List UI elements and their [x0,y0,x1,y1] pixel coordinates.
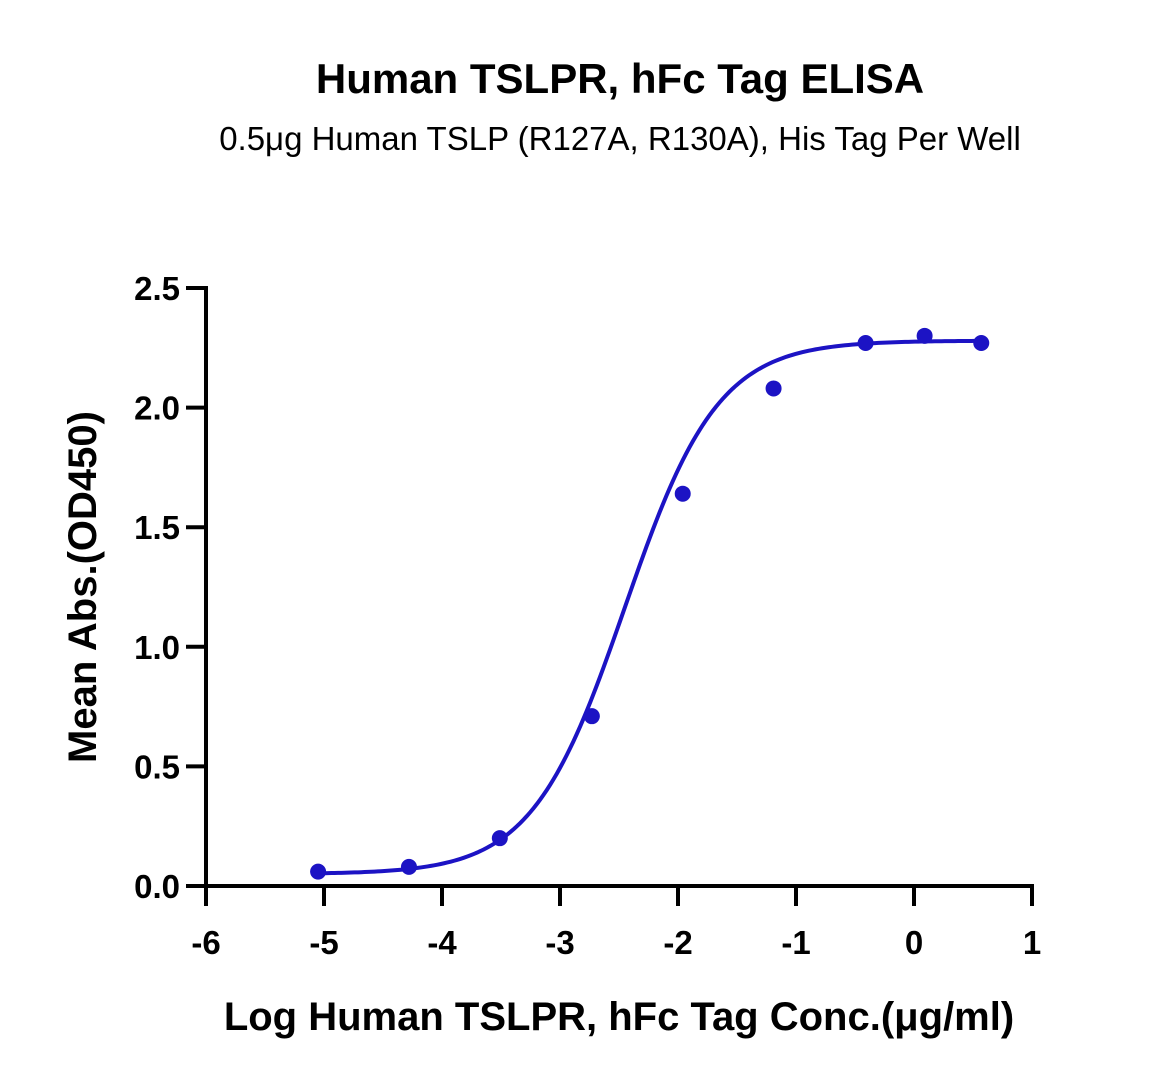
y-tick-label: 0.5 [134,748,180,785]
y-tick-label: 0.0 [134,868,180,905]
x-tick-label: -1 [781,924,810,961]
data-point [973,335,990,352]
y-axis-label: Mean Abs.(OD450) [61,411,105,763]
x-tick-label: -6 [191,924,220,961]
chart-subtitle: 0.5μg Human TSLP (R127A, R130A), His Tag… [219,120,1021,157]
data-point [857,335,874,352]
data-point [765,380,782,397]
fit-curve [318,338,982,876]
y-axis: 0.0 0.5 1.0 1.5 2.0 2.5 [134,270,208,905]
y-ticks: 0.0 0.5 1.0 1.5 2.0 2.5 [134,270,206,905]
x-axis: -6 -5 -4 -3 -2 -1 0 1 [191,884,1041,961]
y-tick-label: 1.5 [134,509,180,546]
x-tick-label: 1 [1023,924,1041,961]
data-point [583,708,600,725]
y-tick-label: 2.0 [134,390,180,427]
y-tick-label: 2.5 [134,270,180,307]
data-point [916,327,933,344]
chart-title: Human TSLPR, hFc Tag ELISA [316,55,924,102]
x-tick-label: -5 [309,924,338,961]
data-point [310,863,327,880]
data-points [310,327,990,880]
y-tick-label: 1.0 [134,629,180,666]
x-tick-label: 0 [905,924,923,961]
x-axis-label: Log Human TSLPR, hFc Tag Conc.(μg/ml) [224,995,1014,1039]
x-ticks: -6 -5 -4 -3 -2 -1 0 1 [191,886,1041,961]
data-point [674,485,691,502]
x-tick-label: -3 [545,924,574,961]
x-tick-label: -2 [663,924,692,961]
data-point [400,858,417,875]
data-point [491,830,508,847]
plot-area [310,327,990,880]
x-tick-label: -4 [427,924,457,961]
